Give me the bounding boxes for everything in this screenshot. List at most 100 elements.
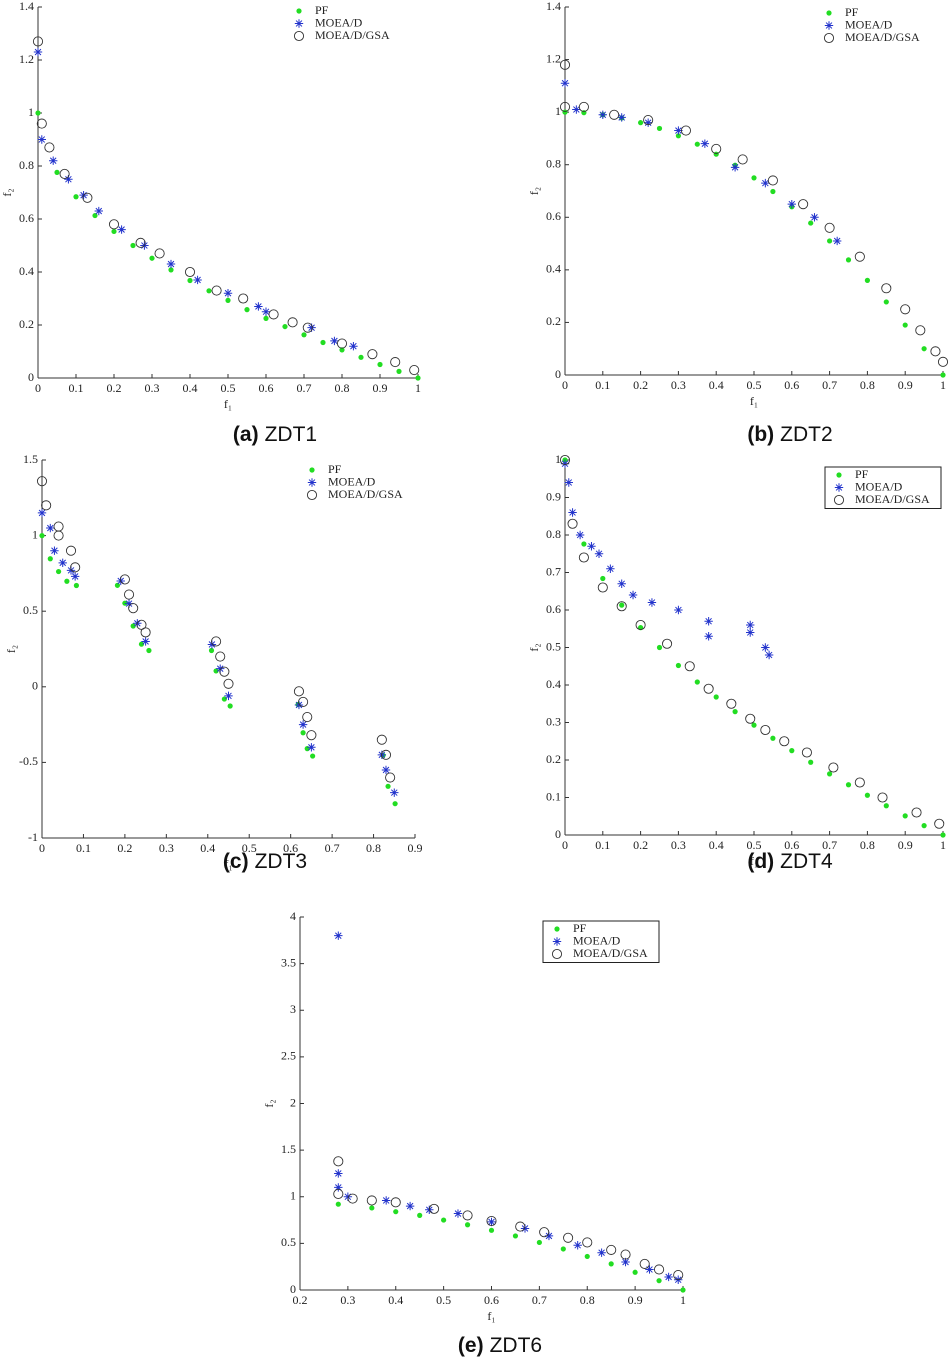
point bbox=[405, 1201, 415, 1211]
point bbox=[900, 304, 911, 315]
point bbox=[366, 1195, 377, 1206]
point bbox=[770, 188, 776, 195]
point bbox=[567, 518, 578, 529]
point bbox=[647, 598, 657, 607]
y-tick-label: 1.5 bbox=[281, 1142, 296, 1156]
point bbox=[396, 368, 402, 374]
legend-label: MOEA/D bbox=[328, 474, 376, 488]
point bbox=[488, 1227, 495, 1233]
y-tick-label: 0.6 bbox=[19, 211, 34, 225]
y-axis-label: f₂ bbox=[4, 645, 18, 653]
caption-title: ZDT3 bbox=[255, 850, 308, 873]
point bbox=[307, 323, 316, 332]
point bbox=[254, 302, 263, 311]
x-tick-label: 0.5 bbox=[747, 838, 762, 852]
point bbox=[64, 578, 70, 584]
point bbox=[32, 36, 44, 47]
caption-title: ZDT2 bbox=[780, 423, 833, 446]
point bbox=[751, 722, 757, 728]
caption: (a) ZDT1 bbox=[233, 423, 317, 446]
point bbox=[369, 1205, 375, 1211]
y-tick-label: 0 bbox=[28, 370, 34, 384]
x-tick-label: 0.3 bbox=[671, 838, 686, 852]
point bbox=[560, 79, 570, 88]
point bbox=[187, 277, 193, 284]
point bbox=[441, 1217, 447, 1223]
point bbox=[70, 562, 81, 573]
x-tick-label: 0.5 bbox=[221, 381, 236, 395]
x-axis-label: f₁ bbox=[750, 394, 758, 408]
point bbox=[221, 696, 227, 702]
panel: 0 0.1 0.2 0.3 0.4 0.5 0.6 0.7 0.8 0.9 -1 -0.5 0 0.5 1 1… bbox=[4, 452, 423, 873]
y-tick-label: 0.4 bbox=[546, 262, 561, 276]
x-tick-label: 0.5 bbox=[747, 378, 762, 392]
point bbox=[582, 1237, 593, 1248]
point bbox=[597, 1248, 606, 1257]
y-tick-label: 1 bbox=[290, 1189, 296, 1203]
y-tick-label: 2 bbox=[290, 1095, 296, 1109]
point bbox=[486, 1215, 497, 1227]
point bbox=[621, 1257, 630, 1267]
point bbox=[130, 242, 136, 249]
point bbox=[227, 703, 233, 709]
point bbox=[845, 782, 852, 788]
point bbox=[921, 346, 927, 352]
point bbox=[37, 508, 47, 518]
point bbox=[333, 1156, 344, 1167]
y-tick-label: 1 bbox=[28, 105, 34, 119]
point bbox=[64, 175, 73, 184]
point bbox=[310, 753, 316, 759]
caption-panel: (e) bbox=[458, 1334, 484, 1357]
point bbox=[82, 192, 93, 203]
point bbox=[223, 678, 234, 689]
point bbox=[539, 1227, 550, 1238]
point bbox=[385, 783, 391, 789]
point bbox=[584, 1253, 590, 1260]
y-axis-label: f₂ bbox=[262, 1099, 276, 1107]
point bbox=[902, 322, 908, 328]
point bbox=[135, 237, 146, 248]
point bbox=[824, 222, 835, 233]
point bbox=[632, 1269, 638, 1275]
point bbox=[635, 619, 646, 631]
point bbox=[462, 1210, 473, 1221]
point bbox=[854, 251, 865, 262]
x-tick-label: 0.4 bbox=[709, 838, 724, 852]
legend-label: MOEA/D bbox=[315, 15, 363, 29]
point bbox=[94, 206, 103, 216]
point bbox=[58, 558, 67, 568]
point bbox=[732, 709, 738, 715]
point bbox=[568, 508, 577, 517]
point bbox=[656, 1278, 662, 1284]
point bbox=[54, 169, 60, 175]
point bbox=[409, 364, 420, 376]
point bbox=[713, 151, 719, 157]
point bbox=[224, 691, 233, 701]
point bbox=[41, 500, 52, 511]
point bbox=[745, 713, 756, 724]
point bbox=[211, 285, 222, 296]
caption: (c) ZDT3 bbox=[223, 850, 307, 873]
point bbox=[293, 686, 305, 697]
point bbox=[393, 1209, 399, 1215]
x-tick-label: 0.7 bbox=[532, 1293, 547, 1307]
point bbox=[417, 1212, 423, 1218]
point bbox=[675, 662, 682, 669]
point bbox=[146, 647, 152, 654]
y-tick-label: 0 bbox=[290, 1282, 296, 1296]
legend-marker bbox=[306, 489, 318, 501]
legend-label: MOEA/D/GSA bbox=[328, 487, 403, 501]
x-tick-label: 0.5 bbox=[242, 841, 257, 855]
legend-label: PF bbox=[328, 462, 342, 476]
point bbox=[512, 1233, 519, 1239]
point bbox=[572, 105, 581, 114]
caption: (d) ZDT4 bbox=[747, 850, 833, 873]
x-tick-label: 0.8 bbox=[580, 1293, 595, 1307]
x-tick-label: 0.3 bbox=[671, 378, 686, 392]
x-tick-label: 0.2 bbox=[107, 381, 122, 395]
point bbox=[268, 309, 279, 320]
point bbox=[302, 322, 313, 333]
point bbox=[261, 307, 271, 316]
x-tick-label: 0 bbox=[562, 838, 568, 852]
point bbox=[37, 135, 46, 144]
